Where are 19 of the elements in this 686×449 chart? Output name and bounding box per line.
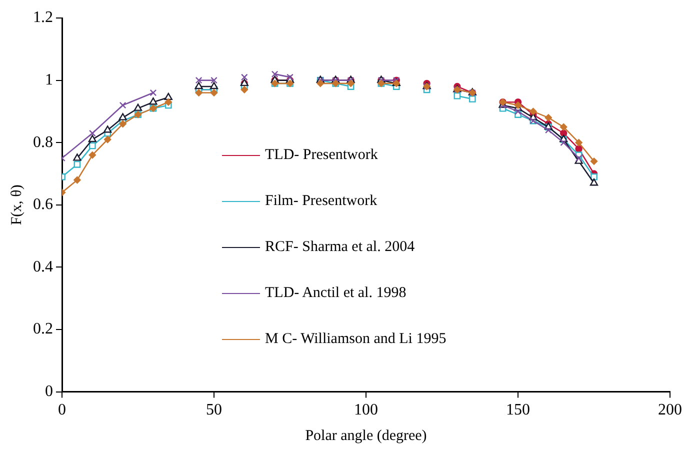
legend-label: TLD- Anctil et al. 1998 (265, 284, 406, 302)
y-tick-label: 0 (45, 383, 53, 400)
x-tick-label: 100 (354, 402, 378, 419)
x-tick-label: 150 (506, 402, 530, 419)
y-tick-label: 0.4 (33, 258, 53, 276)
y-tick-label: 1 (45, 72, 53, 89)
x-axis-title: Polar angle (degree) (305, 428, 427, 444)
legend-label: TLD- Presentwork (265, 146, 378, 164)
legend-label: M C- Williamson and Li 1995 (265, 330, 446, 348)
y-axis-title: F(x, θ) (8, 184, 25, 226)
legend-label: RCF- Sharma et al. 2004 (265, 238, 415, 256)
y-tick-label: 0.2 (33, 320, 53, 338)
y-tick-label: 0.8 (33, 134, 53, 151)
y-tick-label: 0.6 (33, 196, 53, 214)
x-tick-label: 200 (658, 402, 682, 419)
x-tick-label: 50 (206, 402, 222, 419)
legend-label: Film- Presentwork (265, 192, 378, 210)
x-tick-label: 0 (58, 402, 66, 419)
y-tick-label: 1.2 (33, 9, 53, 26)
